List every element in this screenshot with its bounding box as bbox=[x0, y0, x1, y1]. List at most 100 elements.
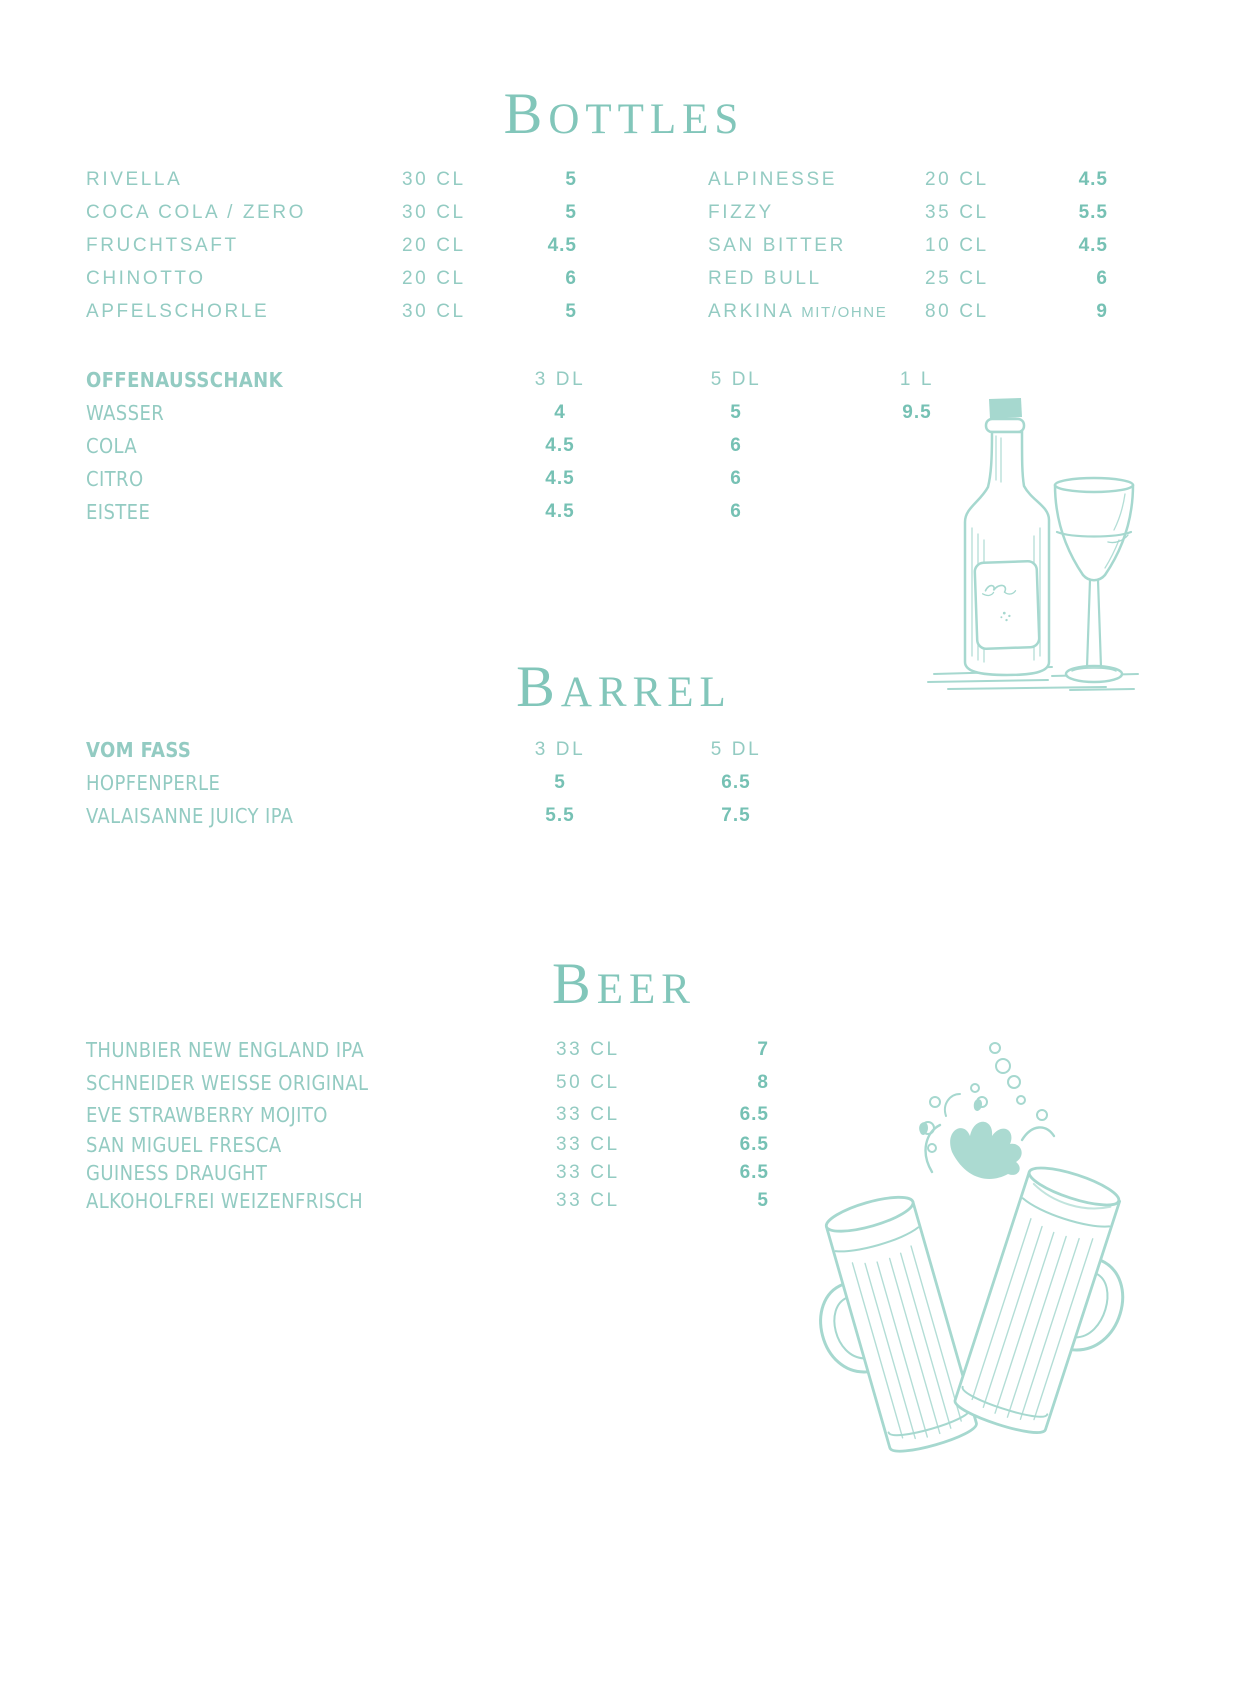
item-price-5dl: 6.5 bbox=[721, 771, 751, 793]
item-name: FIZZY bbox=[708, 201, 774, 223]
menu-item-row: EISTEE 4.5 6 bbox=[86, 495, 1001, 528]
menu-item-row: SAN BITTER 10 CL 4.5 bbox=[708, 229, 1108, 262]
bottles-left-column: RIVELLA 30 CL 5 COCA COLA / ZERO 30 CL 5… bbox=[86, 163, 577, 328]
barrel-section: VOM FASS 3 DL 5 DL HOPFENPERLE 5 6.5 VAL… bbox=[86, 733, 1001, 832]
menu-item-row: COLA 4.5 6 bbox=[86, 429, 1001, 462]
item-name: COCA COLA / ZERO bbox=[86, 201, 307, 223]
item-price: 6.5 bbox=[739, 1134, 769, 1155]
column-header-3dl: 3 DL bbox=[534, 738, 586, 760]
item-name: ALKOHOLFREI WEIZENFRISCH bbox=[86, 1189, 364, 1213]
barrel-header: VOM FASS bbox=[86, 737, 192, 762]
column-header-3dl: 3 DL bbox=[534, 368, 586, 390]
item-price-3dl: 5.5 bbox=[545, 804, 575, 826]
item-size: 20 CL bbox=[402, 267, 466, 289]
item-name: SAN BITTER bbox=[708, 234, 846, 256]
menu-item-row: GUINESS DRAUGHT 33 CL 6.5 bbox=[86, 1159, 769, 1187]
item-price: 6.5 bbox=[739, 1104, 769, 1125]
column-header-5dl: 5 DL bbox=[710, 738, 762, 760]
menu-item-row: CHINOTTO 20 CL 6 bbox=[86, 262, 577, 295]
item-size: 33 CL bbox=[556, 1190, 620, 1211]
item-price-3dl: 4.5 bbox=[545, 434, 575, 456]
menu-item-row: FRUCHTSAFT 20 CL 4.5 bbox=[86, 229, 577, 262]
menu-item-row: SCHNEIDER WEISSE ORIGINAL 50 CL 8 bbox=[86, 1066, 769, 1099]
item-price: 4.5 bbox=[1078, 168, 1108, 190]
item-size: 33 CL bbox=[556, 1162, 620, 1183]
tap-header: OFFENAUSSCHANK bbox=[86, 367, 283, 392]
item-size: 80 CL bbox=[925, 300, 989, 322]
item-name: FRUCHTSAFT bbox=[86, 234, 239, 256]
menu-item-row: RIVELLA 30 CL 5 bbox=[86, 163, 577, 196]
item-size: 30 CL bbox=[402, 201, 466, 223]
item-name: VALAISANNE JUICY IPA bbox=[86, 803, 294, 828]
item-size: 35 CL bbox=[925, 201, 989, 223]
beer-mugs-illustration bbox=[819, 1042, 1125, 1453]
item-size: 50 CL bbox=[556, 1071, 620, 1093]
item-name: GUINESS DRAUGHT bbox=[86, 1161, 268, 1185]
item-price: 5 bbox=[565, 300, 577, 322]
menu-item-row: FIZZY 35 CL 5.5 bbox=[708, 196, 1108, 229]
item-price-3dl: 4.5 bbox=[545, 467, 575, 489]
item-name: COLA bbox=[86, 433, 138, 458]
item-price: 5.5 bbox=[1078, 201, 1108, 223]
item-price: 5 bbox=[757, 1190, 769, 1211]
column-header-1l: 1 L bbox=[899, 368, 935, 390]
wine-bottle-glass-illustration bbox=[927, 398, 1139, 691]
item-name: EISTEE bbox=[86, 499, 151, 524]
item-price-5dl: 5 bbox=[730, 401, 742, 423]
menu-item-row: CITRO 4.5 6 bbox=[86, 462, 1001, 495]
item-price: 5 bbox=[565, 168, 577, 190]
item-name: THUNBIER NEW ENGLAND IPA bbox=[86, 1037, 365, 1062]
barrel-header-row: VOM FASS 3 DL 5 DL bbox=[86, 733, 1001, 766]
item-price: 6 bbox=[1096, 267, 1108, 289]
item-size: 33 CL bbox=[556, 1104, 620, 1125]
menu-item-row: APFELSCHORLE 30 CL 5 bbox=[86, 295, 577, 328]
tap-header-row: OFFENAUSSCHANK 3 DL 5 DL 1 L bbox=[86, 363, 1001, 396]
item-price: 4.5 bbox=[1078, 234, 1108, 256]
item-name: WASSER bbox=[86, 400, 165, 425]
item-price-5dl: 7.5 bbox=[721, 804, 751, 826]
menu-item-row: VALAISANNE JUICY IPA 5.5 7.5 bbox=[86, 799, 1001, 832]
item-name-text: ARKINA bbox=[708, 300, 794, 322]
bottles-right-column: ALPINESSE 20 CL 4.5 FIZZY 35 CL 5.5 SAN … bbox=[708, 163, 1108, 328]
item-price-5dl: 6 bbox=[730, 500, 742, 522]
item-price: 6 bbox=[565, 267, 577, 289]
item-price: 7 bbox=[757, 1038, 769, 1060]
column-header-5dl: 5 DL bbox=[710, 368, 762, 390]
item-note: MIT/OHNE bbox=[801, 303, 888, 321]
item-size: 33 CL bbox=[556, 1038, 620, 1060]
menu-item-row: EVE STRAWBERRY MOJITO 33 CL 6.5 bbox=[86, 1099, 769, 1131]
item-size: 20 CL bbox=[402, 234, 466, 256]
item-price: 8 bbox=[757, 1071, 769, 1093]
item-name: ALPINESSE bbox=[708, 168, 838, 190]
item-name: RIVELLA bbox=[86, 168, 183, 190]
item-name: APFELSCHORLE bbox=[86, 300, 270, 322]
menu-item-row: HOPFENPERLE 5 6.5 bbox=[86, 766, 1001, 799]
menu-item-row: COCA COLA / ZERO 30 CL 5 bbox=[86, 196, 577, 229]
item-size: 30 CL bbox=[402, 300, 466, 322]
item-price-3dl: 5 bbox=[554, 771, 566, 793]
menu-item-row: ALPINESSE 20 CL 4.5 bbox=[708, 163, 1108, 196]
item-name: EVE STRAWBERRY MOJITO bbox=[86, 1103, 328, 1127]
item-size: 20 CL bbox=[925, 168, 989, 190]
menu-item-row: RED BULL 25 CL 6 bbox=[708, 262, 1108, 295]
item-price-5dl: 6 bbox=[730, 467, 742, 489]
item-price-1l: 9.5 bbox=[902, 401, 932, 423]
section-title-beer: Beer bbox=[552, 951, 696, 1016]
section-title-barrel: Barrel bbox=[516, 654, 732, 719]
item-name: HOPFENPERLE bbox=[86, 770, 221, 795]
item-size: 10 CL bbox=[925, 234, 989, 256]
item-name: SCHNEIDER WEISSE ORIGINAL bbox=[86, 1070, 369, 1095]
item-price: 5 bbox=[565, 201, 577, 223]
item-price: 6.5 bbox=[739, 1162, 769, 1183]
item-size: 30 CL bbox=[402, 168, 466, 190]
beer-section: THUNBIER NEW ENGLAND IPA 33 CL 7 SCHNEID… bbox=[86, 1033, 769, 1215]
item-price: 4.5 bbox=[547, 234, 577, 256]
item-price-5dl: 6 bbox=[730, 434, 742, 456]
item-price-3dl: 4 bbox=[554, 401, 566, 423]
item-price: 9 bbox=[1096, 300, 1108, 322]
item-name: RED BULL bbox=[708, 267, 822, 289]
menu-item-row: THUNBIER NEW ENGLAND IPA 33 CL 7 bbox=[86, 1033, 769, 1066]
menu-item-row: ALKOHOLFREI WEIZENFRISCH 33 CL 5 bbox=[86, 1187, 769, 1215]
item-name: CHINOTTO bbox=[86, 267, 206, 289]
